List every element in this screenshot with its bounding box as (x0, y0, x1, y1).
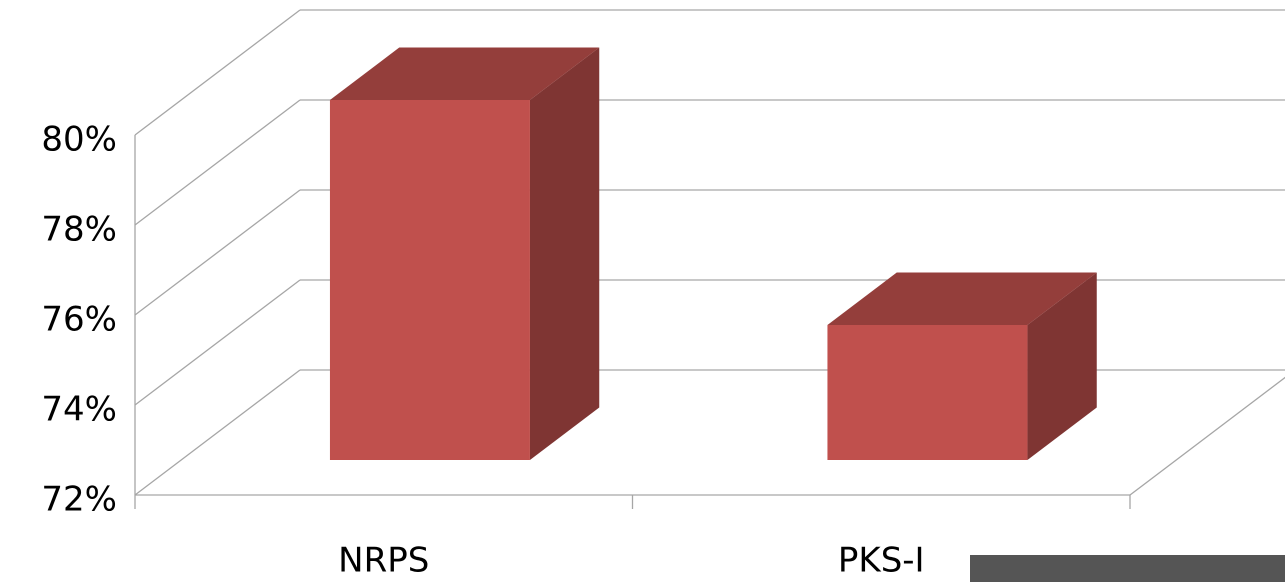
x-tick-label: NRPS (338, 541, 429, 581)
floor-edge (1129, 376, 1285, 496)
grid-line (134, 99, 301, 226)
bar-top (827, 272, 1097, 325)
bar-top (329, 47, 600, 100)
x-tick-label: PKS-I (838, 541, 925, 581)
grid-line (134, 9, 301, 136)
photo-fragment (970, 555, 1285, 582)
y-tick-label: 80% (41, 120, 117, 160)
bar (827, 325, 1028, 460)
y-tick-label: 78% (41, 210, 117, 250)
bar-side (529, 47, 600, 460)
bar-side (1027, 272, 1097, 460)
grid-line (134, 189, 301, 316)
grid-line (134, 279, 301, 406)
bar (329, 100, 530, 460)
y-tick-label: 72% (41, 480, 117, 520)
grid-line (134, 369, 301, 496)
y-tick-label: 74% (41, 390, 117, 430)
y-tick-label: 76% (41, 300, 117, 340)
